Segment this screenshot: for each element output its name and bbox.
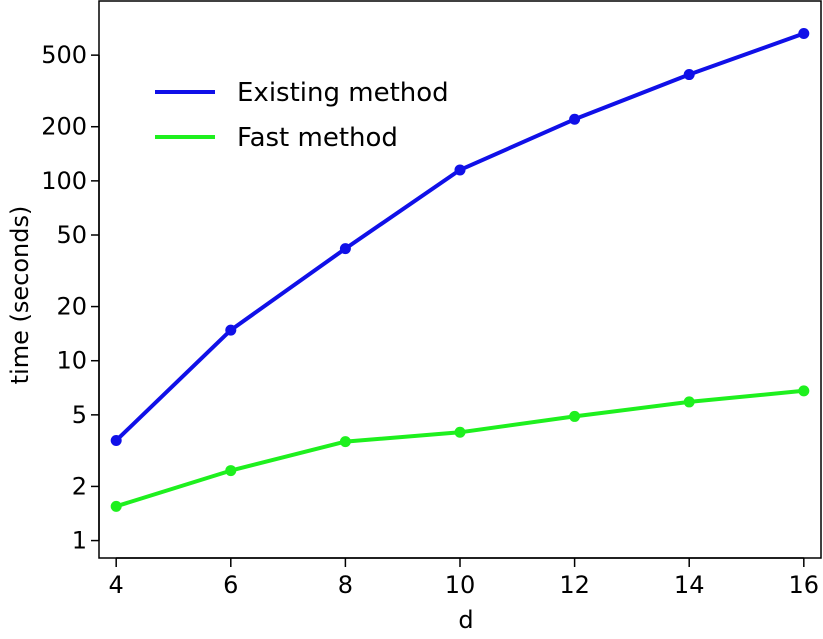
legend-label-fast-method: Fast method xyxy=(237,123,398,153)
data-point-fast-method xyxy=(339,436,351,448)
y-tick-label: 5 xyxy=(72,401,87,429)
y-tick-label: 500 xyxy=(41,41,87,69)
x-tick-label: 14 xyxy=(674,571,705,599)
data-point-existing-method xyxy=(110,435,122,447)
y-axis: 1 2 5 10 20 50 100 200 500 xyxy=(41,41,100,555)
y-tick-label: 100 xyxy=(41,167,87,195)
y-tick-label: 200 xyxy=(41,113,87,141)
legend: Existing method Fast method xyxy=(155,78,449,153)
data-point-fast-method xyxy=(683,396,695,408)
x-tick-label: 6 xyxy=(223,571,238,599)
series-lines xyxy=(110,27,810,512)
data-point-existing-method xyxy=(454,164,466,176)
y-tick-label: 1 xyxy=(72,527,87,555)
data-point-existing-method xyxy=(683,69,695,81)
series-line-fast-method xyxy=(114,388,806,509)
data-point-fast-method xyxy=(110,500,122,512)
y-tick-label: 2 xyxy=(72,472,87,500)
plot-frame xyxy=(98,0,822,559)
y-tick-label: 50 xyxy=(56,221,87,249)
data-point-existing-method xyxy=(339,243,351,255)
x-tick-label: 8 xyxy=(338,571,353,599)
data-point-fast-method xyxy=(798,385,810,397)
data-point-fast-method xyxy=(225,465,237,477)
data-point-existing-method xyxy=(798,27,810,39)
x-tick-label: 16 xyxy=(789,571,820,599)
data-point-existing-method xyxy=(225,324,237,336)
x-axis: 4 6 8 10 12 14 16 xyxy=(109,557,820,599)
x-tick-label: 12 xyxy=(559,571,590,599)
x-tick-label: 10 xyxy=(445,571,476,599)
y-tick-label: 10 xyxy=(56,347,87,375)
data-point-fast-method xyxy=(569,410,581,422)
series-line-existing-method xyxy=(114,31,806,443)
y-axis-label: time (seconds) xyxy=(6,206,34,385)
x-axis-label: d xyxy=(458,606,473,634)
legend-label-existing-method: Existing method xyxy=(237,78,449,108)
data-point-existing-method xyxy=(569,113,581,125)
data-point-fast-method xyxy=(454,426,466,438)
y-tick-label: 20 xyxy=(56,293,87,321)
x-tick-label: 4 xyxy=(109,571,124,599)
